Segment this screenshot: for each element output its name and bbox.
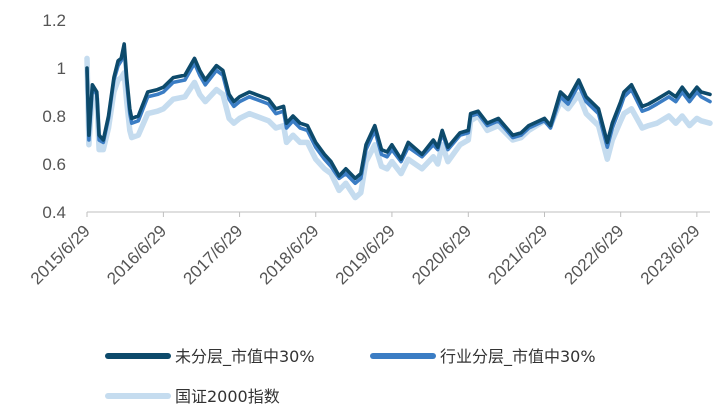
y-tick-label: 0.6 [42, 155, 66, 174]
legend: 未分层_市值中30% 行业分层_市值中30% 国证2000指数 [105, 347, 596, 406]
x-tick-label: 2016/6/29 [103, 221, 170, 288]
x-tick-label: 2015/6/29 [27, 221, 94, 288]
y-tick-label: 1 [57, 59, 66, 78]
y-tick-label: 1.2 [42, 11, 66, 30]
x-tick-label: 2017/6/29 [179, 221, 246, 288]
x-tick-label: 2023/6/29 [637, 221, 704, 288]
x-tick-label: 2018/6/29 [256, 221, 323, 288]
y-axis-ticks: 0.4 0.6 0.8 1 1.2 [42, 11, 66, 222]
y-tick-label: 0.4 [42, 203, 66, 222]
x-tick-label: 2022/6/29 [561, 221, 628, 288]
series-line [84, 55, 713, 201]
x-tick-label: 2021/6/29 [484, 221, 551, 288]
x-axis: 2015/6/29 2016/6/29 2017/6/29 2018/6/29 2019… [27, 211, 710, 288]
legend-label: 未分层_市值中30% [175, 347, 315, 367]
series-lines [84, 42, 713, 201]
legend-label: 国证2000指数 [175, 387, 280, 406]
y-tick-label: 0.8 [42, 107, 66, 126]
legend-label: 行业分层_市值中30% [440, 347, 596, 367]
series-line [85, 42, 712, 181]
x-tick-label: 2020/6/29 [408, 221, 475, 288]
x-tick-label: 2019/6/29 [332, 221, 399, 288]
